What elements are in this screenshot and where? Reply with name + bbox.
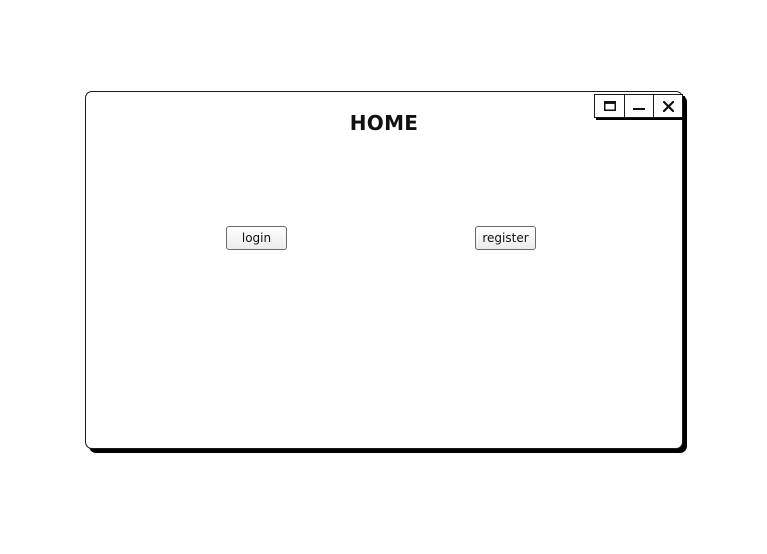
page-title: HOME	[349, 111, 419, 135]
minimize-button[interactable]	[624, 95, 653, 117]
close-button[interactable]	[653, 95, 682, 117]
maximize-button[interactable]	[595, 95, 624, 117]
home-window: HOME login register	[85, 91, 683, 449]
maximize-icon	[603, 101, 616, 111]
close-icon	[662, 100, 674, 112]
minimize-icon	[633, 108, 645, 110]
window-controls	[594, 94, 683, 118]
login-button[interactable]: login	[226, 226, 287, 250]
register-button[interactable]: register	[475, 226, 536, 250]
